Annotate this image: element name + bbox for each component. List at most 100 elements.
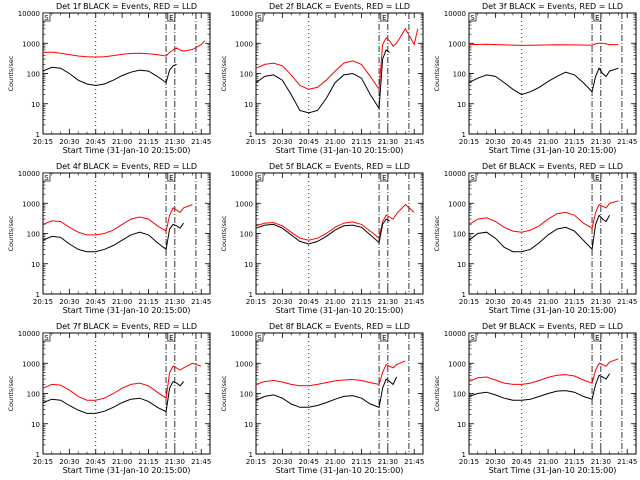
x-tick-label: 20:30 <box>485 458 505 466</box>
y-tick-label: 1 <box>462 131 466 139</box>
panel-1: Det 1f BLACK = Events, RED = LLD 1 10 100 10… <box>7 2 211 155</box>
x-tick-label: 20:45 <box>512 458 532 466</box>
saa-marker-box <box>255 332 264 342</box>
x-tick-label: 20:45 <box>86 458 106 466</box>
plot-frame <box>255 12 424 135</box>
x-tick-label: 21:30 <box>378 138 398 146</box>
x-axis-label: Start Time (31-Jan-10 20:15:00) <box>63 306 191 315</box>
saa-marker-label: S <box>470 174 475 182</box>
x-tick-label: 20:15 <box>459 298 479 306</box>
y-tick-label: 100 <box>27 231 40 239</box>
y-tick-label: 1 <box>249 451 253 459</box>
y-tick-label: 1 <box>36 291 40 299</box>
series-line-events <box>42 380 184 414</box>
x-tick-label: 21:00 <box>325 298 345 306</box>
panel-title: Det 9f BLACK = Events, RED = LLD <box>482 322 623 331</box>
series-line-lld <box>468 200 619 233</box>
x-tick-label: 21:30 <box>591 138 611 146</box>
x-tick-label: 20:30 <box>272 458 292 466</box>
series-line-lld <box>468 358 619 385</box>
plot-frame <box>468 332 637 455</box>
x-tick-label: 21:15 <box>564 138 584 146</box>
series-line-lld <box>468 42 619 46</box>
x-tick-label: 21:15 <box>138 458 158 466</box>
x-tick-label: 21:45 <box>191 458 211 466</box>
series-line-lld <box>42 362 202 401</box>
x-tick-label: 21:30 <box>165 298 185 306</box>
y-axis-label: Counts/sec <box>433 215 441 251</box>
x-tick-label: 21:00 <box>112 138 132 146</box>
saa-marker-label: E <box>595 174 599 182</box>
x-tick-label: 21:15 <box>351 298 371 306</box>
panel-9: Det 9f BLACK = Events, RED = LLD 1 10 100 10… <box>433 322 637 475</box>
saa-marker-label: S <box>44 334 49 342</box>
plot-frame <box>468 172 637 295</box>
saa-marker-label: S <box>470 14 475 22</box>
x-tick-label: 21:00 <box>325 458 345 466</box>
y-tick-label: 1 <box>462 291 466 299</box>
y-tick-label: 1 <box>462 451 466 459</box>
plot-frame <box>468 12 637 135</box>
panel-title: Det 5f BLACK = Events, RED = LLD <box>269 162 410 171</box>
x-axis-label: Start Time (31-Jan-10 20:15:00) <box>489 306 617 315</box>
saa-marker-label: S <box>257 174 262 182</box>
y-tick-label: 100 <box>453 71 466 79</box>
panel-title: Det 8f BLACK = Events, RED = LLD <box>269 322 410 331</box>
saa-marker-box <box>380 172 389 182</box>
saa-marker-label: S <box>257 334 262 342</box>
x-tick-label: 21:15 <box>138 138 158 146</box>
y-tick-label: 10000 <box>444 10 466 18</box>
panel-title: Det 3f BLACK = Events, RED = LLD <box>482 2 623 11</box>
y-axis-label: Counts/sec <box>433 375 441 411</box>
x-tick-label: 20:45 <box>299 298 319 306</box>
saa-marker-box <box>42 12 51 22</box>
x-tick-label: 20:30 <box>272 298 292 306</box>
y-tick-label: 10 <box>457 101 466 109</box>
y-tick-label: 100 <box>240 71 253 79</box>
saa-marker-box <box>42 172 51 182</box>
x-tick-label: 21:00 <box>325 138 345 146</box>
saa-marker-label: S <box>44 14 49 22</box>
x-tick-label: 20:30 <box>59 298 79 306</box>
saa-marker-label: E <box>595 334 599 342</box>
x-tick-label: 20:45 <box>86 138 106 146</box>
panel-4: Det 4f BLACK = Events, RED = LLD 1 10 100 10… <box>7 162 211 315</box>
x-tick-label: 20:45 <box>512 298 532 306</box>
saa-marker-box <box>468 332 477 342</box>
x-tick-label: 20:45 <box>299 458 319 466</box>
y-tick-label: 100 <box>240 231 253 239</box>
series-line-lld <box>255 203 415 241</box>
plot-frame <box>42 172 211 295</box>
x-tick-label: 20:45 <box>299 138 319 146</box>
y-tick-label: 100 <box>27 391 40 399</box>
y-tick-label: 10000 <box>231 10 253 18</box>
saa-marker-box <box>593 332 602 342</box>
x-tick-label: 20:15 <box>33 298 53 306</box>
x-tick-label: 21:00 <box>112 298 132 306</box>
x-axis-label: Start Time (31-Jan-10 20:15:00) <box>489 146 617 155</box>
y-tick-label: 100 <box>27 71 40 79</box>
saa-marker-box <box>255 172 264 182</box>
saa-marker-box <box>167 172 176 182</box>
saa-marker-box <box>42 332 51 342</box>
y-tick-label: 10 <box>244 261 253 269</box>
x-tick-label: 21:30 <box>165 458 185 466</box>
panel-6: Det 6f BLACK = Events, RED = LLD 1 10 100 10… <box>433 162 637 315</box>
y-tick-label: 1000 <box>235 200 253 208</box>
x-tick-label: 20:15 <box>33 138 53 146</box>
x-tick-label: 21:15 <box>564 458 584 466</box>
plot-frame <box>42 332 211 455</box>
y-axis-label: Counts/sec <box>7 215 15 251</box>
x-tick-label: 20:30 <box>272 138 292 146</box>
y-axis-label: Counts/sec <box>433 55 441 91</box>
series-line-events <box>42 63 177 87</box>
y-tick-label: 10 <box>457 421 466 429</box>
series-line-events <box>42 222 185 253</box>
x-tick-label: 21:15 <box>351 458 371 466</box>
x-tick-label: 21:00 <box>538 138 558 146</box>
y-axis-label: Counts/sec <box>220 215 228 251</box>
y-tick-label: 1 <box>249 131 253 139</box>
y-tick-label: 10000 <box>231 330 253 338</box>
y-axis-label: Counts/sec <box>7 375 15 411</box>
